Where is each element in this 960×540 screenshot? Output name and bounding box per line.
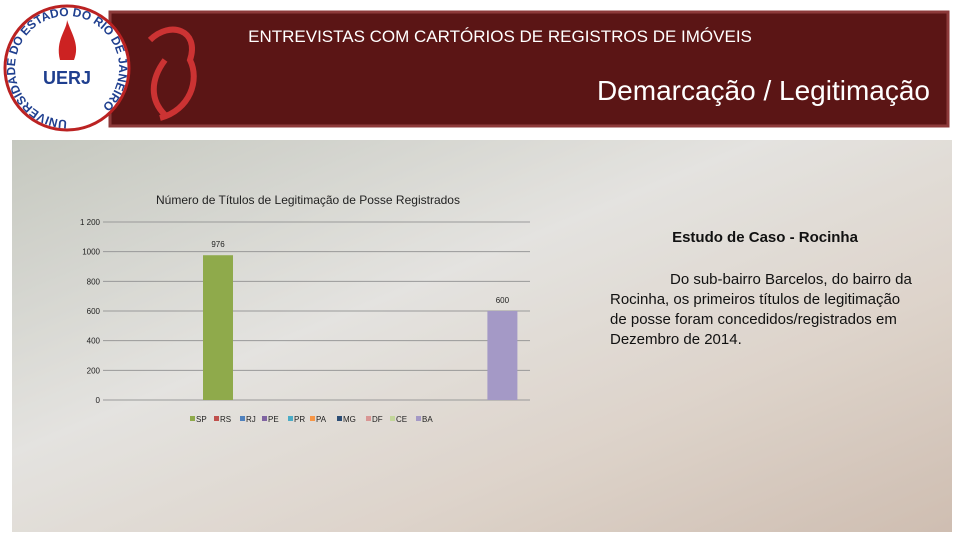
legend-label: RJ (246, 415, 256, 424)
header-ornament (147, 26, 197, 121)
y-tick-label: 1 200 (80, 218, 101, 227)
header-title: ENTREVISTAS COM CARTÓRIOS DE REGISTROS D… (248, 27, 752, 46)
legend-swatch (190, 416, 195, 421)
legend-label: BA (422, 415, 433, 424)
legend-swatch (240, 416, 245, 421)
legend-swatch (288, 416, 293, 421)
header-band (108, 10, 950, 128)
chart-title: Número de Títulos de Legitimação de Poss… (156, 193, 460, 207)
legend-swatch (390, 416, 395, 421)
legend-swatch (337, 416, 342, 421)
value-label: 976 (211, 240, 225, 249)
y-tick-label: 600 (87, 307, 101, 316)
legend-label: PE (268, 415, 279, 424)
logo (3, 4, 131, 132)
sidebar: Estudo de Caso - Rocinha Do sub-bairro B… (610, 228, 920, 350)
legend-label: CE (396, 415, 407, 424)
sidebar-heading: Estudo de Caso - Rocinha (672, 229, 858, 246)
legend-swatch (416, 416, 421, 421)
sidebar-text: Do sub-bairro Barcelos, do bairro da Roc… (610, 271, 912, 348)
y-tick-label: 800 (87, 277, 101, 286)
logo-acronym: UERJ (43, 68, 91, 88)
y-tick-label: 200 (87, 366, 101, 375)
legend-swatch (214, 416, 219, 421)
photo-veil (12, 140, 952, 532)
legend-swatch (366, 416, 371, 421)
legend-swatch (262, 416, 267, 421)
header-subtitle: Demarcação / Legitimação (597, 75, 930, 106)
value-label: 600 (496, 296, 510, 305)
bar (487, 311, 518, 400)
bar (203, 255, 233, 400)
y-tick-label: 400 (87, 337, 101, 346)
legend-label: MG (343, 415, 356, 424)
legend-label: SP (196, 415, 207, 424)
logo-flame (58, 20, 77, 60)
y-tick-label: 1000 (82, 248, 100, 257)
legend-label: RS (220, 415, 231, 424)
legend-swatch (310, 416, 315, 421)
y-tick-label: 0 (96, 396, 101, 405)
legend-label: PR (294, 415, 305, 424)
legend-label: PA (316, 415, 327, 424)
photo (12, 140, 952, 532)
legend-label: DF (372, 415, 383, 424)
